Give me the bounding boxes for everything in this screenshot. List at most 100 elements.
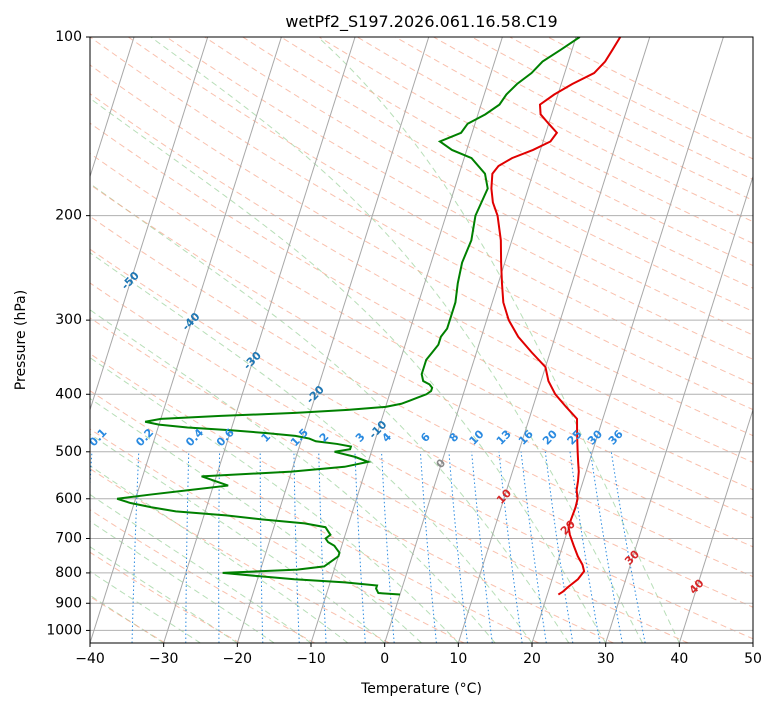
mixing-ratio-line [471,451,493,643]
isotherm-label: 20 [558,517,578,537]
isotherm-label: -20 [304,383,327,407]
dry-adiabat [547,37,753,140]
y-tick-label: 600 [55,491,82,507]
dry-adiabat [90,122,753,491]
mixing-ratio-line [419,451,437,643]
pressure-grid [90,37,753,631]
moist-adiabat [90,520,275,643]
isotherm [0,37,60,643]
y-axis-ticks: 100 200 300 400 500 600 700 800 900 1000 [46,29,90,638]
x-tick-label: 30 [597,651,615,667]
y-tick-label: 100 [55,29,82,45]
x-tick-label: 10 [449,651,467,667]
mixing-ratio-lines [90,451,646,643]
mixing-ratio-line [544,451,574,643]
moist-adiabat [90,433,385,643]
moist-adiabat [90,97,607,643]
chart-title: wetPf2_S197.2026.061.16.58.C19 [285,12,557,32]
dry-adiabat [90,37,753,411]
mixing-ratio-line [520,451,547,643]
dry-adiabat [90,509,315,643]
x-tick-label: 20 [523,651,541,667]
dry-adiabat [90,215,753,578]
dry-adiabat [90,93,753,463]
y-tick-label: 400 [55,386,82,402]
plot-area: -100-90-80-70-60-50-40-30-20-10010203040… [0,37,753,643]
isotherm [90,37,209,412]
isotherm [384,37,577,643]
y-tick-label: 700 [55,531,82,547]
dry-adiabat [90,152,753,519]
mixing-ratio-label: 20 [540,427,560,447]
x-tick-label: −30 [149,651,179,667]
y-tick-label: 1000 [46,622,82,638]
dry-adiabat [90,282,753,640]
mixing-ratio-label: 13 [494,428,514,448]
dry-adiabat [90,248,753,608]
line-labels: -100-90-80-70-60-50-40-30-20-10010203040… [0,184,707,597]
isotherm-label: -50 [119,269,142,293]
isotherm [310,37,503,643]
mixing-ratio-line [610,451,646,643]
mixing-ratio-label: 1.5 [288,426,311,449]
mixing-ratio-line [131,451,140,643]
mixing-ratio-label: 25 [565,428,585,448]
isotherm-label: -30 [241,349,264,373]
isotherm-label: -60 [59,226,82,250]
mixing-ratio-line [293,451,300,643]
moist-adiabat [90,465,349,643]
moist-adiabat [317,37,680,643]
y-tick-label: 900 [55,595,82,611]
y-tick-label: 500 [55,444,82,460]
dry-adiabat [90,64,753,437]
isotherm-label: 0 [434,456,449,471]
dry-adiabat [90,595,166,643]
mixing-ratio-line [448,451,469,643]
dry-adiabat [395,37,753,223]
moist-adiabat [90,493,312,643]
isotherm [90,37,135,179]
x-tick-label: 40 [670,651,688,667]
mixing-ratio-line [381,451,395,643]
isotherm [90,37,282,643]
x-axis-label: Temperature (°C) [360,681,482,697]
dry-adiabat [90,390,539,643]
isotherm [163,37,356,643]
dry-adiabat [90,317,689,643]
x-axis-ticks: −40 −30 −20 −10 0 10 20 30 40 50 [75,643,762,667]
mixing-ratio-line [498,451,523,643]
moist-adiabat [90,309,496,643]
x-tick-label: 50 [744,651,762,667]
dry-adiabat [90,468,390,643]
temperature-trace [490,37,622,596]
dry-adiabat [90,183,753,548]
mixing-ratio-line [218,451,221,643]
dry-adiabat [204,37,753,336]
y-tick-label: 200 [55,208,82,224]
dry-adiabat [356,37,753,244]
mixing-ratio-label: 4 [379,430,394,445]
moist-adiabat [150,37,643,643]
dry-adiabat [90,551,241,643]
isotherm [236,37,430,643]
dry-adiabat [280,37,753,289]
x-tick-label: −10 [296,651,326,667]
mixing-ratio-line [259,451,264,643]
x-tick-label: −40 [75,651,105,667]
dewpoint-trace [116,37,581,596]
isotherm-label: -70 [0,184,22,208]
x-tick-label: 0 [380,651,389,667]
plot-frame [89,36,754,644]
isotherm [605,174,753,643]
y-axis-label: Pressure (hPa) [13,290,29,390]
isotherm [678,408,753,643]
mixing-ratio-label: 30 [585,427,605,447]
x-tick-label: −20 [223,651,253,667]
isotherm [752,641,753,643]
dry-adiabat [509,37,753,160]
moist-adiabat [90,252,533,643]
dry-adiabat [166,37,753,360]
mixing-ratio-line [354,451,366,643]
y-tick-label: 300 [55,312,82,328]
